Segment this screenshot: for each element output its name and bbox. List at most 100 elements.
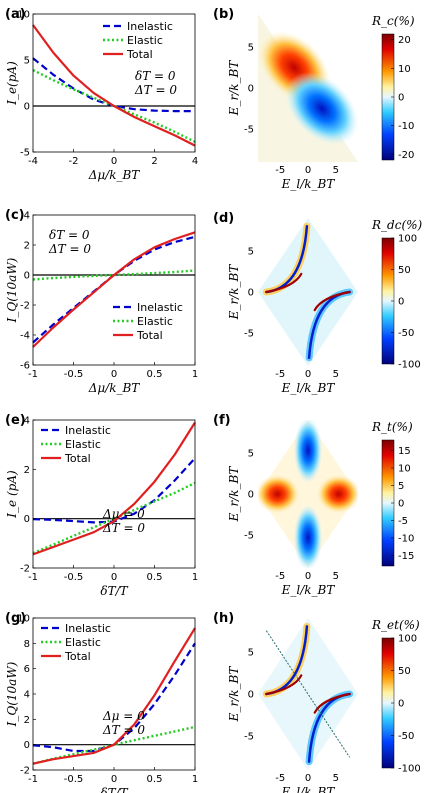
x-tick-label: 0 <box>305 165 311 176</box>
y-tick-label: -5 <box>244 125 254 136</box>
curve-upper-red <box>265 272 303 294</box>
y-tick-label: 0 <box>24 102 30 113</box>
x-axis-label: δT/T <box>100 584 128 598</box>
x-tick-label: -1 <box>28 369 38 380</box>
y-tick-label: 5 <box>248 448 254 459</box>
blue-lobe-top <box>293 420 323 484</box>
x-tick-label: -5 <box>275 369 285 380</box>
y-tick-label: 5 <box>24 56 30 67</box>
colorbar-tick-label: -100 <box>398 764 421 775</box>
x-tick-label: -1 <box>28 572 38 583</box>
y-tick-label: 5 <box>248 246 254 257</box>
x-tick-label: 5 <box>333 773 339 784</box>
x-tick-label: 0 <box>111 572 117 583</box>
colorbar-tick-label: -20 <box>398 150 414 161</box>
x-tick-label: 4 <box>192 156 198 167</box>
panel-label: (f) <box>213 413 231 428</box>
x-tick-label: -1 <box>28 774 38 785</box>
y-tick-label: -4 <box>20 331 30 342</box>
colorbar-tick-label: 0 <box>398 699 404 710</box>
colorbar-tick-label: -50 <box>398 731 414 742</box>
line-panel-c: (c) -1 -0.5 0 0.5 1 -6 -4 -2 0 2 4 Δμ/k_BT I_Q(10aW) δ… <box>5 208 198 395</box>
x-tick-label: -4 <box>28 156 38 167</box>
annotation-text: ΔT = 0 <box>102 521 145 535</box>
legend-label: Total <box>136 329 163 342</box>
x-axis-label: Δμ/k_BT <box>88 168 141 182</box>
x-tick-label: 5 <box>333 571 339 582</box>
panel-label: (d) <box>213 211 234 226</box>
colorbar-title: R_c(%) <box>371 14 415 28</box>
x-tick-label: -5 <box>275 165 285 176</box>
series-total <box>32 421 196 556</box>
colorbar-tick-label: 5 <box>398 481 404 492</box>
x-tick-label: -0.5 <box>64 369 84 380</box>
colorbar-tick-label: -15 <box>398 551 414 562</box>
colorbar-title: R_dc(%) <box>371 218 423 232</box>
y-tick-label: 0 <box>24 514 30 525</box>
x-tick-label: 0 <box>305 571 311 582</box>
y-tick-label: 0 <box>248 84 254 95</box>
heatmap-panel-h: (h)-5 0 5-505E_l/k_BTE_r/k_BTR_et(%)100500… <box>213 611 421 793</box>
x-tick-label: 0 <box>111 156 117 167</box>
colorbar-tick-label: 50 <box>398 666 411 677</box>
annotation-text: Δμ = 0 <box>102 507 145 521</box>
x-axis-label: E_l/k_BT <box>281 583 336 597</box>
legend-label: Total <box>126 48 153 61</box>
panel-label: (h) <box>213 611 234 626</box>
y-axis-label: E_r/k_BT <box>227 264 241 321</box>
colorbar-tick-label: 20 <box>398 35 411 46</box>
annotation-text: δT = 0 <box>49 228 90 242</box>
colorbar-tick-label: 100 <box>398 634 417 645</box>
annotation-text: ΔT = 0 <box>102 723 145 737</box>
y-tick-label: -6 <box>20 361 30 372</box>
y-tick-label: -2 <box>20 766 30 777</box>
y-tick-label: 2 <box>24 715 30 726</box>
line-panel-a: (a) -4 -2 0 2 4 -5 0 5 10 Δμ/k_BT I_e(pA) δT = 0ΔT =… <box>5 7 198 182</box>
y-axis-label: E_r/k_BT <box>227 666 241 723</box>
curve-lower-red <box>313 290 351 312</box>
legend-label: Total <box>64 452 91 465</box>
y-tick-label: 4 <box>24 690 30 701</box>
annotation-text: δT = 0 <box>135 69 176 83</box>
y-tick-label: -5 <box>244 732 254 743</box>
legend-label: Elastic <box>65 636 101 649</box>
colorbar-title: R_et(%) <box>371 618 420 632</box>
colorbar-tick-label: 0 <box>398 499 404 510</box>
colorbar-tick-label: 10 <box>398 64 411 75</box>
colorbar-tick-label: 50 <box>398 265 411 276</box>
colorbar-tick-label: -5 <box>398 516 408 527</box>
y-tick-label: 4 <box>24 211 30 222</box>
curve-upper-red <box>265 674 303 696</box>
x-axis-label: δT/T <box>100 786 128 793</box>
panel-label: (a) <box>5 7 26 22</box>
series-total <box>32 627 196 765</box>
y-tick-label: -2 <box>20 564 30 575</box>
y-tick-label: -5 <box>244 531 254 542</box>
blue-lobe <box>285 72 358 146</box>
y-tick-label: 8 <box>24 639 30 650</box>
y-tick-label: 6 <box>24 664 30 675</box>
colorbar-tick-label: -10 <box>398 534 414 545</box>
x-tick-label: 0.5 <box>147 572 163 583</box>
colorbar-tick-label: 0 <box>398 297 404 308</box>
y-axis-label: I_e(pA) <box>5 61 19 106</box>
heatmap-image <box>258 218 358 366</box>
annotation-text: ΔT = 0 <box>48 242 91 256</box>
y-tick-label: 10 <box>17 614 30 625</box>
colorbar-tick-label: -50 <box>398 328 414 339</box>
y-tick-label: 5 <box>248 42 254 53</box>
y-axis-label: E_r/k_BT <box>227 60 241 117</box>
heatmap-panel-f: (f)-5 0 5-505E_l/k_BTE_r/k_BTR_t(%)151050-… <box>213 413 414 597</box>
legend-label: Inelastic <box>65 424 111 437</box>
diagonal-line <box>265 630 351 758</box>
legend-label: Elastic <box>127 34 163 47</box>
x-tick-label: 0 <box>305 773 311 784</box>
colorbar-tick-label: -100 <box>398 360 421 371</box>
x-tick-label: 0 <box>305 369 311 380</box>
y-axis-label: I_Q(10aW) <box>5 257 19 323</box>
y-tick-label: 0 <box>248 288 254 299</box>
x-tick-label: -5 <box>275 773 285 784</box>
x-axis-label: E_l/k_BT <box>281 381 336 395</box>
y-tick-label: 2 <box>24 241 30 252</box>
heatmap-image <box>258 420 358 568</box>
